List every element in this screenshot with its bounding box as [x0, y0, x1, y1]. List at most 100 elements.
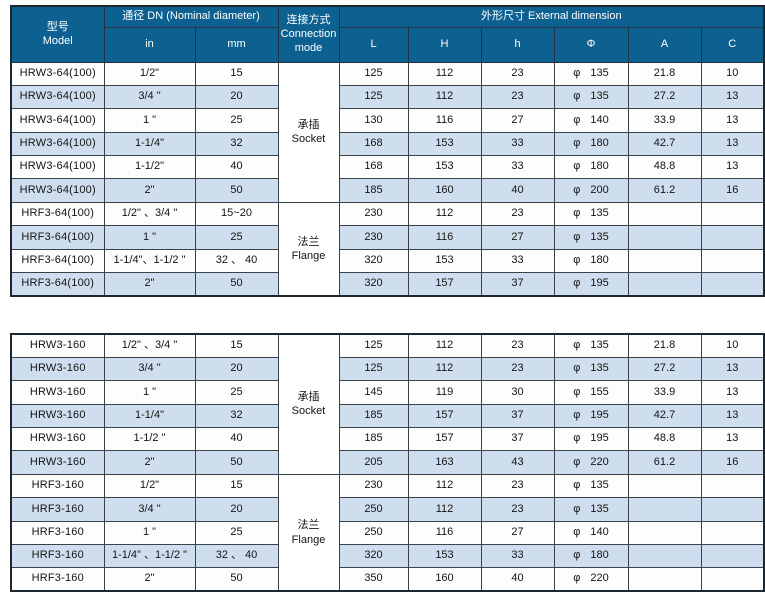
connection-mode-zh: 法兰 — [297, 235, 320, 248]
cell-diameter-in: 1-1/2" — [103, 155, 196, 180]
table-row: HRF3-64(100) 2" 50 320 157 37 φ 195 — [10, 272, 765, 297]
cell-A — [627, 201, 702, 227]
cell-phi: φ 180 — [553, 248, 629, 274]
cell-diameter-mm: 20 — [194, 356, 279, 382]
cell-H: 153 — [407, 131, 482, 157]
cell-diameter-mm: 20 — [194, 497, 279, 522]
cell-H: 160 — [407, 567, 482, 592]
cell-C: 10 — [700, 61, 765, 86]
cell-h: 33 — [480, 155, 555, 180]
col-header-external-dimension: 外形尺寸 External dimension — [338, 5, 765, 28]
cell-model: HRF3-160 — [10, 544, 105, 569]
col-header-H: H — [407, 26, 482, 63]
cell-H: 112 — [407, 356, 482, 382]
cell-model: HRF3-64(100) — [10, 201, 105, 227]
cell-C: 16 — [700, 450, 765, 475]
cell-A: 21.8 — [627, 61, 702, 86]
cell-diameter-mm: 50 — [194, 450, 279, 475]
cell-H: 153 — [407, 155, 482, 180]
cell-model: HRF3-64(100) — [10, 225, 105, 250]
cell-h: 27 — [480, 225, 555, 250]
cell-A: 42.7 — [627, 131, 702, 157]
cell-model: HRW3-64(100) — [10, 61, 105, 86]
cell-H: 112 — [407, 497, 482, 522]
cell-model: HRW3-160 — [10, 380, 105, 405]
cell-H: 153 — [407, 248, 482, 274]
cell-diameter-in: 1-1/2 " — [103, 427, 196, 452]
cell-L: 130 — [338, 108, 409, 133]
cell-A: 61.2 — [627, 178, 702, 203]
cell-phi: φ 195 — [553, 427, 629, 452]
cell-C: 13 — [700, 108, 765, 133]
cell-model: HRW3-64(100) — [10, 108, 105, 133]
table-row: HRW3-64(100) 1/2" 15 承插 Socket 125 112 23 φ 135 2… — [10, 61, 765, 203]
table-row: HRW3-160 1-1/2 " 40 185 157 37 φ 195 48.8 13 — [10, 427, 765, 452]
cell-H: 112 — [407, 473, 482, 499]
cell-h: 33 — [480, 248, 555, 274]
cell-model: HRW3-64(100) — [10, 84, 105, 110]
cell-L: 350 — [338, 567, 409, 592]
cell-L: 125 — [338, 333, 409, 358]
table-row: HRW3-160 1/2" 、3/4 " 15 承插 Socket 125 112 23 φ 1… — [10, 333, 765, 475]
cell-phi: φ 135 — [553, 201, 629, 227]
cell-H: 153 — [407, 544, 482, 569]
col-header-in: in — [103, 26, 196, 63]
connection-label-zh: 连接方式 — [286, 13, 331, 26]
connection-mode-zh: 承插 — [297, 391, 320, 404]
connection-mode-en: Flange — [291, 249, 326, 262]
cell-L: 185 — [338, 178, 409, 203]
cell-h: 23 — [480, 61, 555, 86]
cell-phi: φ 195 — [553, 272, 629, 297]
cell-phi: φ 200 — [553, 178, 629, 203]
cell-A — [627, 520, 702, 546]
connection-mode-zh: 承插 — [297, 118, 320, 131]
cell-A: 42.7 — [627, 403, 702, 429]
cell-H: 116 — [407, 225, 482, 250]
cell-L: 125 — [338, 356, 409, 382]
cell-h: 30 — [480, 380, 555, 405]
cell-model: HRW3-64(100) — [10, 178, 105, 203]
cell-C — [700, 544, 765, 569]
cell-model: HRF3-64(100) — [10, 272, 105, 297]
cell-H: 157 — [407, 427, 482, 452]
cell-diameter-in: 1/2" 、3/4 " — [103, 201, 196, 227]
table-body-hr3-160: HRW3-160 1/2" 、3/4 " 15 承插 Socket 125 112 23 φ 1… — [10, 333, 765, 592]
table-row: HRF3-160 1/2" 15 法兰 Flange 230 112 23 φ 135 — [10, 473, 765, 592]
cell-diameter-mm: 20 — [194, 84, 279, 110]
cell-H: 163 — [407, 450, 482, 475]
cell-phi: φ 195 — [553, 403, 629, 429]
col-header-h: h — [480, 26, 555, 63]
cell-H: 157 — [407, 403, 482, 429]
cell-diameter-in: 2" — [103, 567, 196, 592]
cell-diameter-in: 1-1/4" — [103, 131, 196, 157]
cell-diameter-mm: 25 — [194, 380, 279, 405]
table-row: HRF3-160 1-1/4" 、1-1/2 " 32 、 40 320 153 33 φ … — [10, 544, 765, 569]
cell-C — [700, 201, 765, 227]
connection-mode-en: Flange — [291, 533, 326, 546]
col-header-C: C — [700, 26, 765, 63]
cell-C — [700, 520, 765, 546]
cell-H: 112 — [407, 84, 482, 110]
cell-A: 21.8 — [627, 333, 702, 358]
connection-mode-en: Socket — [291, 133, 326, 146]
cell-C — [700, 225, 765, 250]
cell-L: 230 — [338, 225, 409, 250]
table-row: HRW3-64(100) 1-1/2" 40 168 153 33 φ 180 48.8 13 — [10, 155, 765, 180]
cell-H: 157 — [407, 272, 482, 297]
cell-connection-mode: 承插 Socket — [277, 61, 340, 203]
cell-diameter-mm: 50 — [194, 567, 279, 592]
cell-h: 40 — [480, 178, 555, 203]
cell-L: 320 — [338, 272, 409, 297]
cell-phi: φ 220 — [553, 567, 629, 592]
table-row: HRW3-160 3/4 " 20 125 112 23 φ 135 27.2 13 — [10, 356, 765, 382]
connection-label-en1: Connection — [280, 28, 337, 41]
cell-phi: φ 180 — [553, 544, 629, 569]
cell-phi: φ 220 — [553, 450, 629, 475]
cell-A — [627, 567, 702, 592]
cell-diameter-mm: 40 — [194, 155, 279, 180]
col-header-connection-mode: 连接方式 Connection mode — [277, 5, 340, 63]
cell-diameter-in: 1/2" — [103, 61, 196, 86]
cell-C: 13 — [700, 356, 765, 382]
cell-C — [700, 567, 765, 592]
cell-diameter-mm: 32 、 40 — [194, 544, 279, 569]
